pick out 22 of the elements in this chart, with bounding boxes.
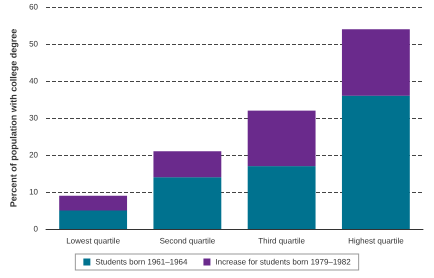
bar: [248, 166, 316, 229]
y-tick-label: 30: [29, 114, 39, 122]
bar: [153, 151, 222, 178]
x-tick-label: Lowest quartile: [66, 236, 121, 246]
y-tick-label: 50: [29, 40, 39, 48]
bar: [153, 177, 222, 229]
x-tick-label: Second quartile: [160, 236, 216, 246]
y-tick-label: 20: [29, 150, 39, 160]
bar: [248, 110, 316, 166]
y-tick-label: 0: [34, 224, 39, 234]
bar: [59, 210, 128, 229]
y-axis-title: Percent of population with college degree: [8, 28, 19, 208]
legend-label: Students born 1961–1964: [95, 258, 188, 266]
bar: [342, 29, 410, 96]
y-tick-label: 10: [29, 188, 39, 196]
x-tick-label: Highest quartile: [348, 236, 404, 246]
bar: [59, 196, 128, 210]
y-tick-label: 40: [29, 76, 39, 86]
x-tick-label: Third quartile: [258, 236, 306, 246]
legend-label: Increase for students born 1979–1982: [215, 258, 352, 266]
bar: [342, 96, 410, 229]
y-tick-label: 60: [29, 2, 39, 12]
